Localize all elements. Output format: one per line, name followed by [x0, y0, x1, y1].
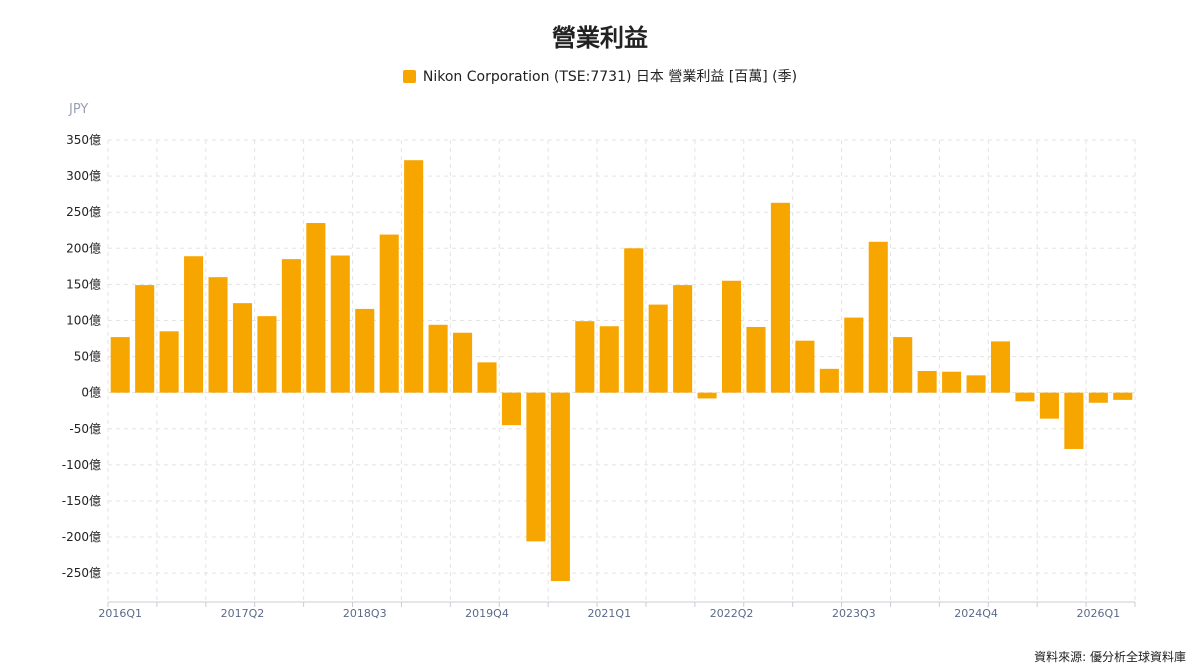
bar	[526, 392, 546, 542]
y-tick-label: 300億	[66, 169, 101, 183]
bar	[159, 331, 179, 393]
grid	[107, 139, 1136, 602]
bar	[721, 280, 742, 393]
bar	[110, 337, 130, 393]
x-tick-label: 2017Q2	[221, 607, 265, 620]
bar	[624, 248, 644, 393]
bar	[135, 285, 155, 393]
bar	[404, 160, 424, 393]
bar	[477, 362, 497, 393]
bar	[355, 308, 375, 393]
x-tick-label: 2023Q3	[832, 607, 876, 620]
y-tick-label: 250億	[66, 205, 101, 219]
bar	[673, 285, 693, 393]
x-tick-label: 2024Q4	[954, 607, 998, 620]
y-axis-unit: JPY	[69, 102, 89, 117]
legend-swatch	[402, 69, 416, 83]
bar	[1039, 392, 1059, 419]
x-tick-label: 2022Q2	[710, 607, 754, 620]
bar	[795, 340, 815, 393]
x-tick-label: 2026Q1	[1076, 607, 1120, 620]
bar	[893, 337, 913, 393]
bar	[990, 341, 1011, 393]
bar	[550, 392, 570, 582]
bar	[1113, 392, 1133, 400]
bar	[281, 259, 301, 393]
bar	[501, 392, 522, 426]
y-tick-label: -100億	[62, 458, 101, 472]
bars	[110, 160, 1133, 582]
y-tick-label: -50億	[69, 422, 101, 436]
bar	[208, 277, 228, 393]
bar	[1064, 392, 1084, 449]
y-tick-label: 150億	[66, 277, 101, 291]
y-tick-label: -200億	[62, 530, 101, 544]
bar	[1088, 392, 1108, 403]
bar	[1015, 392, 1035, 402]
bar	[428, 324, 448, 393]
bar	[819, 368, 839, 393]
y-tick-label: 50億	[74, 350, 101, 364]
bar	[917, 371, 937, 393]
bar	[330, 255, 350, 393]
bar	[770, 202, 790, 393]
x-tick-label: 2018Q3	[343, 607, 387, 620]
y-tick-label: -150億	[62, 494, 101, 508]
bar	[306, 223, 326, 393]
source-note: 資料來源: 優分析全球資料庫	[1034, 650, 1186, 664]
bar	[184, 256, 204, 393]
legend-label: Nikon Corporation (TSE:7731) 日本 營業利益 [百萬…	[422, 69, 798, 85]
bar	[942, 371, 962, 393]
axes: 350億 300億 250億 200億 150億 100億 50億 0億 -50億 -100億 -1…	[62, 133, 1136, 620]
y-tick-label: 200億	[66, 241, 101, 255]
x-tick-label: 2021Q1	[587, 607, 631, 620]
y-tick-label: 350億	[66, 133, 101, 147]
x-tick-label: 2016Q1	[98, 607, 142, 620]
bar	[746, 326, 766, 393]
legend[interactable]: Nikon Corporation (TSE:7731) 日本 營業利益 [百萬…	[0, 66, 1200, 86]
bar	[257, 316, 277, 393]
bar	[453, 332, 473, 393]
bar	[599, 326, 619, 393]
chart-title: 營業利益	[552, 24, 648, 52]
bar	[697, 392, 717, 399]
bar	[575, 321, 595, 393]
bar	[966, 375, 986, 393]
bar	[648, 304, 668, 393]
bar	[232, 303, 253, 393]
bar	[379, 234, 399, 393]
bar	[868, 241, 888, 393]
y-tick-label: -250億	[62, 566, 101, 580]
x-tick-label: 2019Q4	[465, 607, 509, 620]
bar	[844, 317, 864, 393]
y-tick-label: 0億	[81, 386, 101, 400]
y-tick-label: 100億	[66, 313, 101, 327]
